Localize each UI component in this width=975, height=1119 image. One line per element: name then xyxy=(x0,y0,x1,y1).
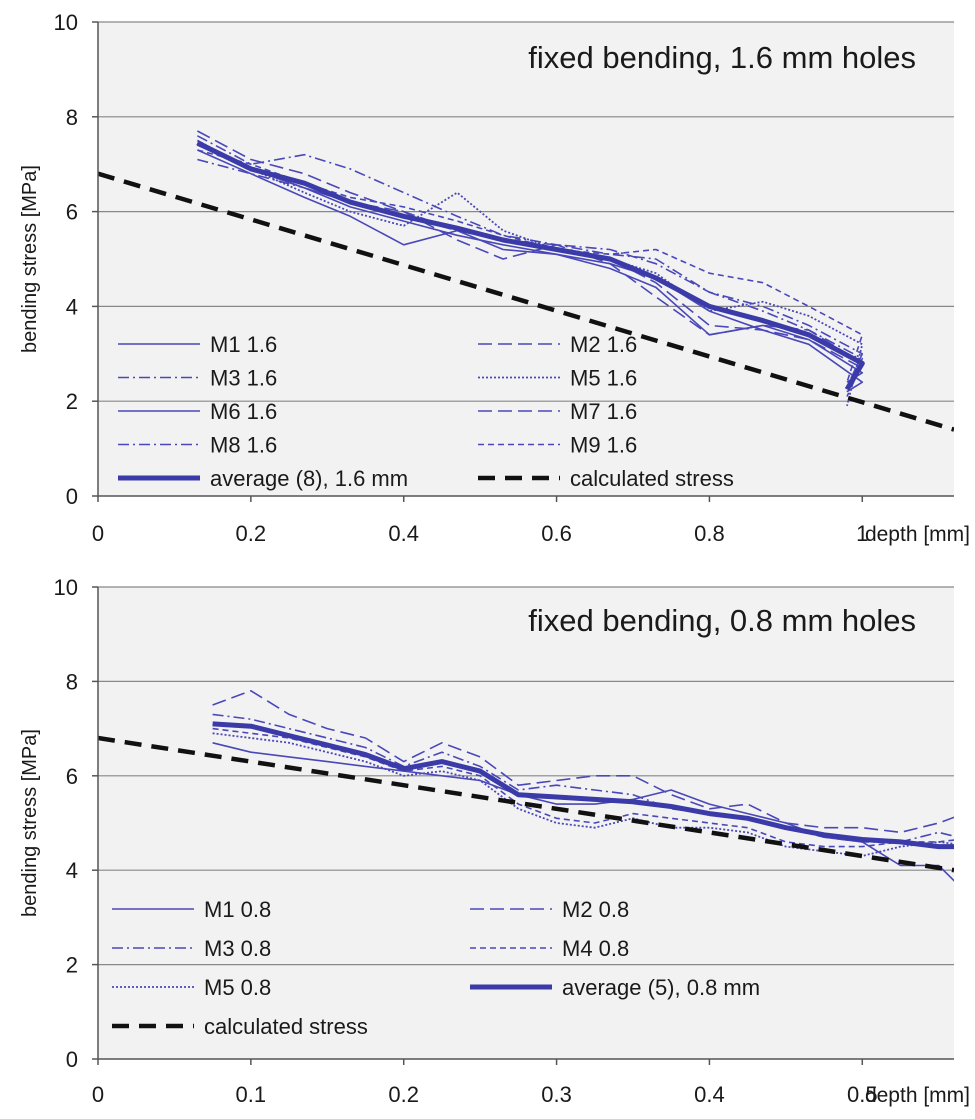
legend-item: M3 0.8 xyxy=(112,936,271,961)
y-tick-label: 10 xyxy=(54,10,78,35)
legend-label: calculated stress xyxy=(204,1014,368,1039)
legend-item: M5 0.8 xyxy=(112,975,271,1000)
y-tick-label: 4 xyxy=(66,858,78,883)
y-tick-label: 6 xyxy=(66,764,78,789)
x-axis-label-top: depth [mm] xyxy=(865,523,970,546)
legend-label: M9 1.6 xyxy=(570,433,637,458)
legend-item: average (8), 1.6 mm xyxy=(118,466,408,491)
legend-item: M8 1.6 xyxy=(118,433,277,458)
legend-item: M7 1.6 xyxy=(478,399,637,424)
y-axis-label-bottom: bending stress [MPa] xyxy=(19,729,41,917)
series-line-average-8-1-6-mm xyxy=(196,140,865,391)
legend-top: M1 1.6 M2 1.6 M3 1.6 M5 1.6 M6 1.6 M7 1.6 M8 1… xyxy=(118,332,734,491)
legend-item: average (5), 0.8 mm xyxy=(470,975,760,1000)
legend-label: M5 0.8 xyxy=(204,975,271,1000)
legend-label: M8 1.6 xyxy=(210,433,277,458)
legend-item: calculated stress xyxy=(112,1014,368,1039)
legend-bottom: M1 0.8 M2 0.8 M3 0.8 M4 0.8 M5 0.8 average (5… xyxy=(112,897,760,1039)
series-line-m6-1-6 xyxy=(197,149,864,383)
x-tick-label: 0.3 xyxy=(541,1082,572,1107)
legend-label: M2 0.8 xyxy=(562,897,629,922)
legend-label: M1 0.8 xyxy=(204,897,271,922)
x-axis-label-bottom: depth [mm] xyxy=(865,1084,970,1107)
series-line-m2-0-8 xyxy=(212,689,954,834)
legend-label: average (5), 0.8 mm xyxy=(562,975,760,1000)
legend-label: M3 0.8 xyxy=(204,936,271,961)
x-tick-labels-bottom: 0 0.1 0.2 0.3 0.4 0.5 xyxy=(92,1059,878,1107)
legend-label: average (8), 1.6 mm xyxy=(210,466,408,491)
x-tick-label: 0.8 xyxy=(694,521,725,546)
chart-title-top: fixed bending, 1.6 mm holes xyxy=(528,40,916,75)
grid-bottom xyxy=(98,586,954,966)
legend-label: M2 1.6 xyxy=(570,332,637,357)
series-line-m8-1-6 xyxy=(197,158,864,388)
chart-bottom: 0 2 4 6 8 10 0 0.1 0.2 0.3 0.4 0.5 fixed bending, … xyxy=(19,575,970,1107)
series-line-m5-1-6 xyxy=(196,139,864,407)
x-tick-label: 0.5 xyxy=(847,1082,878,1107)
x-tick-labels-top: 0 0.2 0.4 0.6 0.8 1 xyxy=(92,496,868,546)
legend-item: M1 0.8 xyxy=(112,897,271,922)
x-tick-label: 1 xyxy=(856,521,868,546)
series-line-m3-0-8 xyxy=(212,713,954,843)
y-tick-label: 4 xyxy=(66,294,78,319)
legend-item: M2 1.6 xyxy=(478,332,637,357)
series-line-calculated-stress xyxy=(98,735,954,873)
y-tick-label: 0 xyxy=(66,1047,78,1072)
legend-label: calculated stress xyxy=(570,466,734,491)
x-tick-label: 0.6 xyxy=(541,521,572,546)
series-group-top xyxy=(98,130,954,432)
y-tick-label: 2 xyxy=(66,389,78,414)
x-tick-label: 0.4 xyxy=(694,1082,725,1107)
legend-label: M1 1.6 xyxy=(210,332,277,357)
chart-title-bottom: fixed bending, 0.8 mm holes xyxy=(528,603,916,638)
legend-label: M3 1.6 xyxy=(210,366,277,391)
legend-item: M2 0.8 xyxy=(470,897,629,922)
x-tick-label: 0 xyxy=(92,521,104,546)
legend-label: M7 1.6 xyxy=(570,399,637,424)
series-group-bottom xyxy=(98,689,954,882)
legend-item: M9 1.6 xyxy=(478,433,637,458)
legend-item: M1 1.6 xyxy=(118,332,277,357)
legend-item: M4 0.8 xyxy=(470,936,629,961)
series-line-calculated-stress xyxy=(98,171,954,432)
x-tick-label: 0 xyxy=(92,1082,104,1107)
grid-top xyxy=(98,21,954,402)
series-line-m4-0-8 xyxy=(212,727,954,848)
y-tick-label: 8 xyxy=(66,669,78,694)
x-tick-label: 0.4 xyxy=(388,521,419,546)
y-tick-label: 10 xyxy=(54,575,78,600)
legend-item: calculated stress xyxy=(478,466,734,491)
x-tick-label: 0.2 xyxy=(388,1082,419,1107)
y-axis-label-top: bending stress [MPa] xyxy=(19,165,41,353)
y-tick-labels-top: 0 2 4 6 8 10 xyxy=(54,10,98,509)
legend-item: M5 1.6 xyxy=(478,366,637,391)
legend-label: M5 1.6 xyxy=(570,366,637,391)
legend-item: M3 1.6 xyxy=(118,366,277,391)
y-tick-label: 2 xyxy=(66,953,78,978)
x-tick-label: 0.2 xyxy=(236,521,267,546)
y-tick-label: 0 xyxy=(66,484,78,509)
chart-top: 0 2 4 6 8 10 0 0.2 0.4 0.6 0.8 1 fixed bending, 1.… xyxy=(19,10,970,546)
plot-area-bottom xyxy=(98,587,954,1059)
y-tick-label: 6 xyxy=(66,200,78,225)
y-tick-label: 8 xyxy=(66,105,78,130)
series-line-average-5-0-8-mm xyxy=(212,721,954,850)
legend-label: M4 0.8 xyxy=(562,936,629,961)
x-tick-label: 0.1 xyxy=(236,1082,267,1107)
plot-area-top xyxy=(98,22,954,496)
legend-label: M6 1.6 xyxy=(210,399,277,424)
y-tick-labels-bottom: 0 2 4 6 8 10 xyxy=(54,575,98,1072)
legend-item: M6 1.6 xyxy=(118,399,277,424)
